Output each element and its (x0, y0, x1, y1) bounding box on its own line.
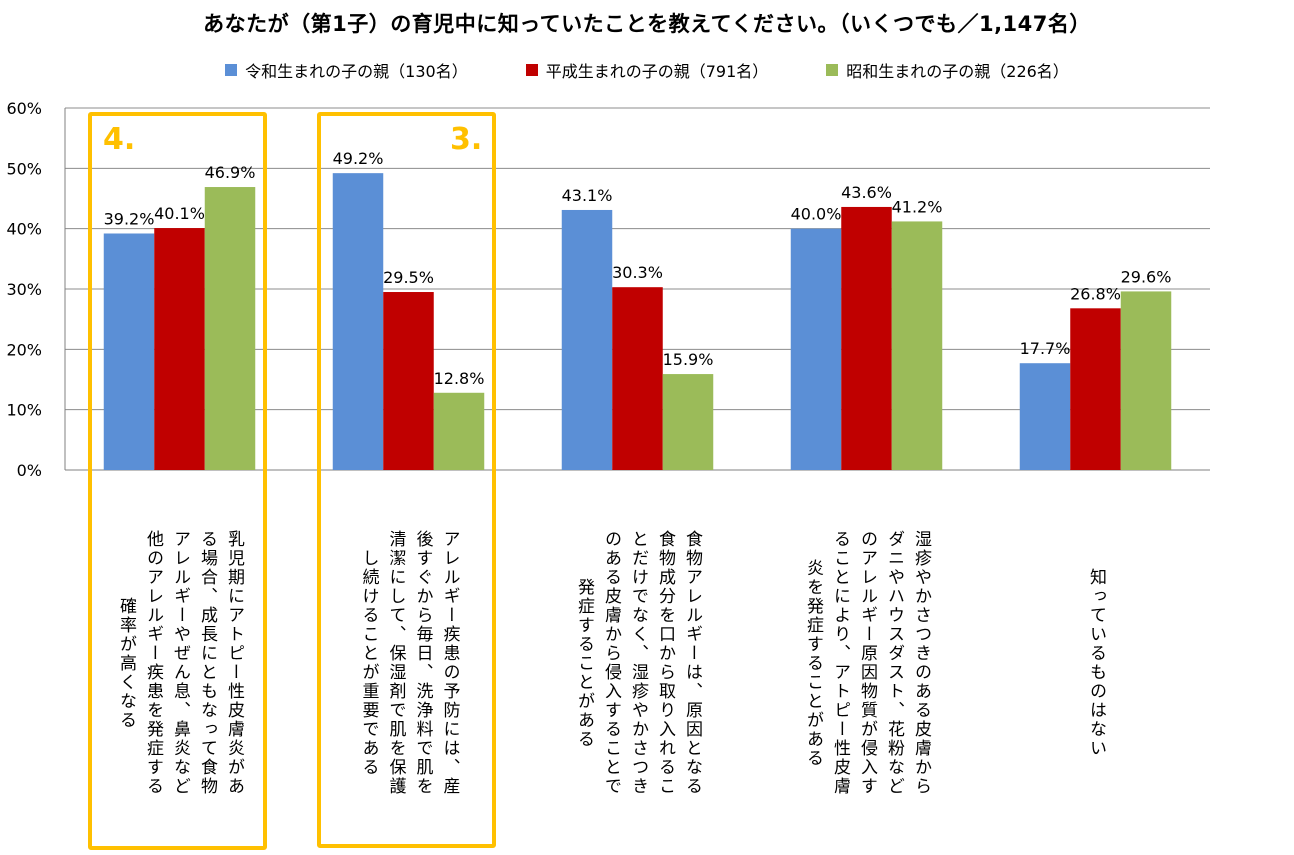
bar (1120, 291, 1172, 470)
y-tick-label: 0% (17, 461, 42, 480)
legend-label-reiwa: 令和生まれの子の親（130名） (245, 62, 468, 81)
category-label: 乳児期にアトピー性皮膚炎があ る場合、成長にともなって食物 アレルギーやぜん息、… (116, 530, 244, 796)
highlight-box-category-2 (317, 112, 496, 848)
legend-label-showa: 昭和生まれの子の親（226名） (846, 62, 1069, 81)
y-tick-label: 60% (6, 99, 42, 118)
bar (1019, 363, 1071, 470)
bar (154, 228, 205, 470)
legend-swatch-showa (826, 64, 839, 76)
data-label: 15.9% (663, 350, 714, 369)
bar (204, 187, 256, 470)
legend-item-heisei: 平成生まれの子の親（791名） (525, 58, 769, 82)
category-label: 知っているものはない (1086, 568, 1106, 758)
data-label: 43.6% (841, 183, 892, 202)
legend-item-reiwa: 令和生まれの子の親（130名） (225, 58, 468, 82)
data-label: 39.2% (104, 209, 155, 228)
bar (561, 209, 613, 471)
legend-swatch-heisei (525, 64, 538, 76)
bar (433, 392, 485, 470)
data-label: 49.2% (333, 149, 384, 168)
data-label: 17.7% (1020, 339, 1071, 358)
highlight-box-category-1 (88, 112, 267, 850)
y-tick-label: 20% (6, 340, 42, 359)
legend: 令和生まれの子の親（130名） 平成生まれの子の親（791名） 昭和生まれの子の… (0, 58, 1294, 82)
category-label: 食物アレルギーは、原因となる 食物成分を口から取り入れるこ とだけでなく、湿疹や… (574, 530, 702, 796)
y-tick-label: 40% (6, 220, 42, 239)
data-label: 12.8% (434, 369, 485, 388)
data-label: 40.0% (791, 205, 842, 224)
y-tick-label: 30% (6, 280, 42, 299)
data-label: 30.3% (612, 263, 663, 282)
data-label: 26.8% (1070, 284, 1121, 303)
bar (1070, 308, 1121, 470)
data-label: 29.5% (383, 268, 434, 287)
bar (612, 287, 663, 470)
data-label: 29.6% (1121, 267, 1172, 286)
bar (383, 292, 434, 470)
category-label: 湿疹やかさつきのある皮膚から ダニやハウスダスト、花粉など のアレルギー原因物質… (803, 530, 931, 796)
bar (103, 233, 155, 470)
highlight-number-category-2: 3. (450, 122, 483, 157)
legend-item-showa: 昭和生まれの子の親（226名） (826, 58, 1069, 82)
data-label: 40.1% (154, 204, 205, 223)
legend-label-heisei: 平成生まれの子の親（791名） (545, 62, 769, 81)
bar (790, 228, 842, 470)
data-label: 43.1% (562, 186, 613, 205)
bar (662, 374, 714, 470)
bar (332, 173, 384, 470)
y-tick-label: 50% (6, 159, 42, 178)
bar (891, 221, 943, 470)
highlight-number-category-1: 4. (103, 122, 136, 157)
chart-title: あなたが（第1子）の育児中に知っていたことを教えてください。（いくつでも／1,1… (203, 12, 1091, 36)
data-label: 46.9% (205, 163, 256, 182)
bar (841, 206, 892, 471)
category-label: アレルギー疾患の予防には、産 後すぐから毎日、洗浄料で肌を 清潔にして、保湿剤で… (358, 530, 460, 796)
y-tick-label: 10% (6, 401, 42, 420)
data-label: 41.2% (892, 197, 943, 216)
legend-swatch-reiwa (225, 64, 238, 76)
